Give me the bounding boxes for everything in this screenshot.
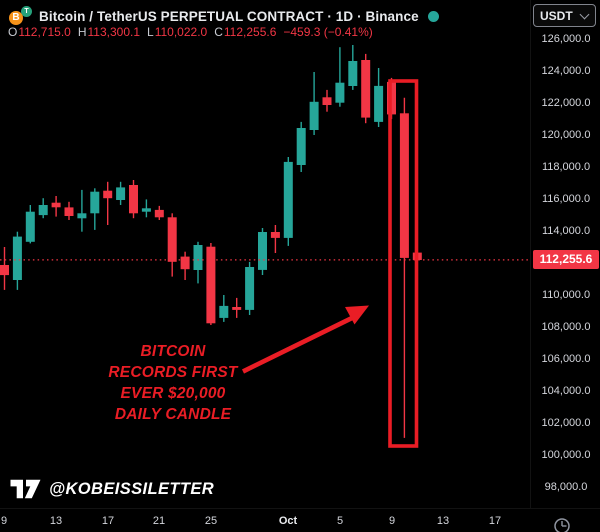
- candle-body: [25, 211, 35, 242]
- price-axis-label: 100,000.0: [541, 449, 591, 461]
- ohlc-value: 110,022.0: [154, 25, 208, 39]
- candle-body: [399, 113, 409, 258]
- currency-dropdown-value: USDT: [540, 8, 573, 23]
- candle-body: [38, 205, 48, 216]
- price-axis-label: 114,000.0: [541, 225, 591, 237]
- annotation-line: BITCOIN: [140, 343, 206, 360]
- price-axis-label: 122,000.0: [541, 97, 591, 109]
- candle-body: [103, 190, 113, 199]
- time-axis-label: 5: [336, 515, 344, 527]
- tether-coin-icon: T: [21, 6, 32, 17]
- candle-body: [309, 101, 319, 130]
- time-axis-label: 21: [152, 515, 166, 527]
- time-axis-label: 13: [436, 515, 450, 527]
- candle-body: [12, 236, 22, 280]
- candle-body: [77, 213, 87, 219]
- annotation-line: RECORDS FIRST: [108, 364, 238, 381]
- ohlc-key: L: [147, 25, 154, 39]
- candle-body: [141, 208, 151, 212]
- price-axis-label: 108,000.0: [541, 321, 591, 333]
- symbol-title[interactable]: Bitcoin / TetherUS PERPETUAL CONTRACT · …: [39, 8, 419, 24]
- ohlc-key: H: [77, 25, 87, 39]
- price-axis-label: 106,000.0: [541, 353, 591, 365]
- ohlc-value: 112,255.6: [223, 25, 277, 39]
- candle-body: [348, 61, 358, 86]
- annotation-arrow: [241, 305, 369, 374]
- price-axis-label: 116,000.0: [541, 193, 591, 205]
- ohlc-change: −459.3 (−0.41%): [283, 25, 373, 39]
- candle-body: [206, 246, 216, 324]
- candle-body: [219, 305, 229, 318]
- ohlc-value: 112,715.0: [18, 25, 71, 39]
- last-price-tag: 112,255.6: [533, 250, 599, 269]
- currency-dropdown[interactable]: USDT: [533, 4, 596, 27]
- price-axis-label: 126,000.0: [541, 33, 591, 45]
- ohlc-value: 113,300.1: [87, 25, 141, 39]
- price-axis[interactable]: 112,255.6 126,000.0 124,000.0 122,000.0 120…: [530, 0, 600, 508]
- chevron-down-icon: [579, 9, 590, 19]
- time-axis-label: 13: [49, 515, 63, 527]
- price-axis-label: 98,000.0: [544, 481, 588, 493]
- symbol-titlebar[interactable]: T B Bitcoin / TetherUS PERPETUAL CONTRAC…: [6, 4, 439, 28]
- time-axis-label: 9: [388, 515, 396, 527]
- ohlc-readout: O112,715.0 H113,300.1 L110,022.0 C112,255.6…: [8, 25, 373, 39]
- price-axis-label: 124,000.0: [541, 65, 591, 77]
- candle-body: [322, 97, 332, 105]
- candle-body: [180, 256, 190, 270]
- market-status-dot-icon[interactable]: [427, 10, 439, 22]
- candle-body: [335, 82, 345, 103]
- candle-body: [361, 60, 371, 118]
- candle-body: [232, 307, 242, 310]
- candle-body: [296, 128, 306, 165]
- watermark-handle: @KOBEISSILETTER: [49, 479, 215, 498]
- price-axis-label: 102,000.0: [541, 417, 591, 429]
- candle-body: [258, 232, 267, 270]
- candle-body: [270, 232, 280, 238]
- candle-body: [283, 161, 293, 238]
- annotation-line: EVER $20,000: [120, 385, 226, 402]
- time-axis-label: 17: [488, 515, 502, 527]
- candle-body: [129, 185, 138, 214]
- bitcoin-coin-icon: B: [9, 11, 23, 25]
- price-axis-label: 110,000.0: [541, 289, 591, 301]
- symbol-pair-icon: T B: [6, 4, 35, 28]
- candle-body: [64, 207, 74, 216]
- candle-body: [245, 267, 255, 310]
- candle-body: [193, 245, 203, 270]
- highlight-box: [388, 79, 419, 448]
- price-axis-label: 118,000.0: [541, 161, 591, 173]
- time-axis-label: Oct: [278, 515, 298, 527]
- time-axis-label: 9: [0, 515, 8, 527]
- ohlc-key: C: [214, 25, 223, 39]
- candle-body: [374, 85, 384, 122]
- candle-body: [167, 217, 177, 262]
- annotation-line: DAILY CANDLE: [114, 406, 232, 423]
- candle-body: [0, 265, 9, 276]
- price-axis-label: 120,000.0: [541, 129, 591, 141]
- time-axis[interactable]: 9 13 17 21 25 Oct 5 9 13 17: [0, 508, 600, 532]
- candle-body: [116, 187, 126, 200]
- candle-body: [51, 202, 61, 208]
- watermark: @KOBEISSILETTER: [10, 479, 214, 499]
- time-axis-label: 25: [204, 515, 218, 527]
- tradingview-logo-icon: [10, 479, 41, 499]
- annotation-text: BITCOIN RECORDS FIRST EVER $20,000 DAILY CA…: [78, 341, 268, 425]
- candle-body: [154, 209, 164, 218]
- clock-icon[interactable]: [554, 518, 570, 532]
- price-axis-label: 104,000.0: [541, 385, 591, 397]
- candle-body: [90, 191, 100, 214]
- ohlc-key: O: [8, 25, 18, 39]
- time-axis-label: 17: [101, 515, 115, 527]
